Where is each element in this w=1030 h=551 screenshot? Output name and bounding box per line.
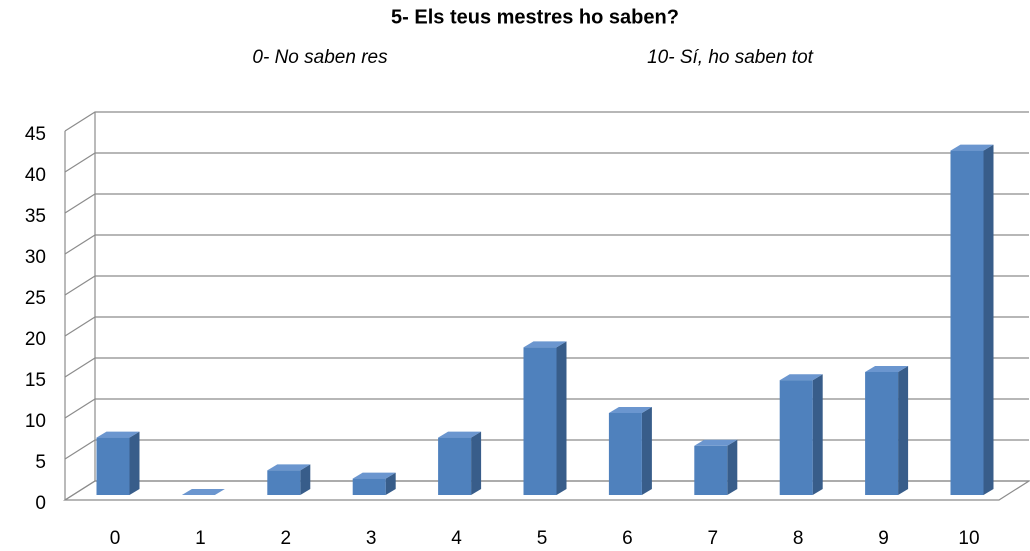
bar	[865, 366, 909, 495]
grid-line	[64, 357, 1029, 378]
y-tick-label: 40	[25, 165, 46, 186]
y-tick-label: 0	[35, 493, 46, 514]
bar-front	[438, 437, 472, 495]
bar-front	[950, 150, 984, 495]
bar-top	[694, 439, 738, 446]
x-tick-label: 9	[878, 528, 889, 549]
chart-subtitle: 10- Sí, ho saben tot	[647, 47, 814, 68]
bar-top	[181, 489, 225, 495]
bar-front	[608, 413, 642, 495]
bar-top	[352, 472, 396, 479]
bar-top	[779, 374, 823, 381]
y-tick-label: 35	[25, 206, 46, 227]
bar-front	[865, 372, 899, 495]
y-tick-label: 5	[35, 452, 46, 473]
x-tick-label: 1	[195, 528, 206, 549]
bar	[608, 407, 652, 495]
bar-front	[523, 347, 557, 495]
bar	[694, 439, 738, 495]
x-tick-label: 8	[793, 528, 804, 549]
y-tick-label: 25	[25, 288, 46, 309]
x-tick-label: 10	[958, 528, 979, 549]
bar-front	[694, 445, 728, 495]
bar-top	[950, 144, 994, 151]
grid-line	[64, 275, 1029, 296]
bar-top	[523, 341, 567, 348]
bar-top	[267, 464, 311, 471]
bar-top	[438, 431, 482, 438]
bar	[181, 489, 225, 495]
chart-title: 5- Els teus mestres ho saben?	[391, 6, 679, 28]
y-tick-label: 45	[25, 124, 46, 145]
grid-line	[64, 398, 1029, 419]
x-tick-label: 3	[366, 528, 377, 549]
x-tick-label: 6	[622, 528, 633, 549]
bar-front	[779, 380, 813, 495]
bar-top	[608, 407, 652, 413]
bar-side	[385, 472, 396, 495]
bar-side	[727, 439, 738, 495]
bar-front	[267, 470, 301, 495]
grid-line	[64, 111, 1029, 132]
bar-front	[96, 437, 130, 495]
bar-side	[471, 431, 482, 495]
bar-side	[556, 341, 567, 495]
bar	[352, 472, 396, 495]
x-tick-label: 2	[281, 528, 292, 549]
x-tick-label: 5	[537, 528, 548, 549]
y-tick-label: 20	[25, 329, 46, 350]
bar	[950, 144, 994, 495]
bar	[96, 431, 140, 495]
bar	[779, 374, 823, 495]
y-tick-label: 30	[25, 247, 46, 268]
bar-side	[641, 407, 652, 495]
bar-side	[300, 464, 311, 495]
bar-side	[898, 366, 909, 495]
bar-top	[865, 366, 909, 372]
y-tick-label: 15	[25, 370, 46, 391]
grid-line	[64, 152, 1029, 173]
grid-line	[64, 234, 1029, 255]
grid-line	[64, 316, 1029, 337]
bar	[267, 464, 311, 495]
bar-side	[129, 431, 140, 495]
y-tick-label: 10	[25, 411, 46, 432]
grid-line	[64, 193, 1029, 214]
bar-front	[352, 478, 386, 495]
bar-top	[96, 431, 140, 438]
bar-side	[812, 374, 823, 495]
chart-subtitle: 0- No saben res	[252, 47, 388, 68]
bar	[438, 431, 482, 495]
x-tick-label: 0	[110, 528, 121, 549]
x-tick-label: 7	[708, 528, 719, 549]
bar-side	[983, 144, 994, 495]
bar	[523, 341, 567, 495]
x-tick-label: 4	[451, 528, 462, 549]
